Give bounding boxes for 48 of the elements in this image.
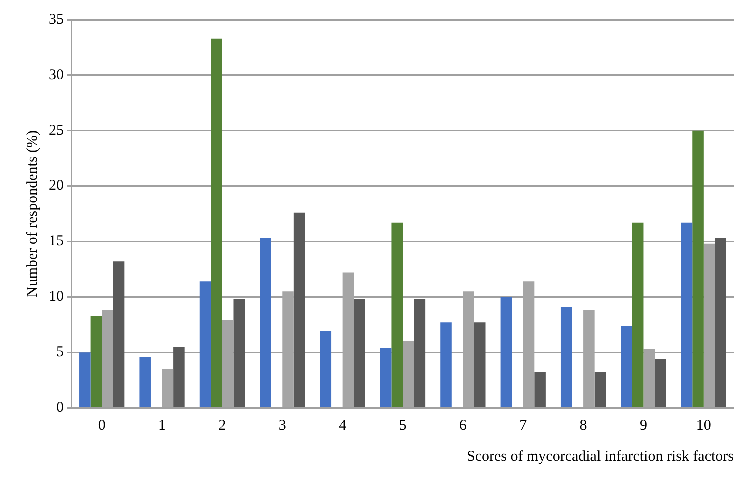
- bar: [692, 130, 704, 408]
- x-tick-label: 1: [158, 418, 166, 434]
- y-axis-title: Number of respondents (%): [24, 130, 41, 298]
- bar: [354, 299, 366, 408]
- x-axis-title: Scores of mycorcadial infarction risk factors: [467, 448, 734, 465]
- x-tick-label: 8: [580, 418, 588, 434]
- bar: [260, 238, 272, 408]
- x-tick-label: 3: [278, 418, 286, 434]
- x-tick-label: 2: [218, 418, 226, 434]
- bar: [234, 299, 246, 408]
- bar: [632, 222, 644, 408]
- bar: [534, 372, 546, 408]
- bar: [681, 222, 693, 408]
- y-tick-label: 5: [56, 344, 64, 361]
- bar: [200, 282, 212, 408]
- bar: [90, 316, 102, 408]
- bar: [621, 326, 632, 408]
- y-tick-label: 10: [49, 289, 64, 306]
- y-tick-label: 0: [56, 400, 64, 416]
- bar: [474, 322, 486, 408]
- bar: [294, 212, 306, 408]
- bar: [392, 222, 403, 408]
- bar: [320, 332, 332, 408]
- x-tick-label: 0: [98, 418, 106, 434]
- y-tick-label: 30: [49, 67, 64, 84]
- bar: [414, 299, 426, 408]
- bar: [380, 348, 392, 408]
- x-tick-label: 7: [520, 418, 528, 434]
- bar: [80, 352, 91, 408]
- x-tick-label: 4: [339, 418, 348, 434]
- bar: [140, 357, 151, 408]
- bar: [715, 238, 726, 408]
- x-tick-label: 10: [696, 418, 712, 434]
- bar: [655, 359, 666, 408]
- x-tick-label: 5: [399, 418, 407, 434]
- bar: [440, 322, 452, 408]
- x-tick-label: 9: [640, 418, 648, 434]
- bar: [113, 262, 125, 408]
- y-tick-label: 20: [49, 178, 64, 194]
- bar: [174, 347, 185, 408]
- bar: [560, 307, 572, 408]
- bar: [594, 372, 606, 408]
- x-tick-label: 6: [459, 418, 468, 434]
- y-tick-label: 25: [49, 122, 64, 139]
- y-tick-label: 15: [49, 234, 64, 250]
- bar: [500, 297, 512, 408]
- y-tick-label: 35: [49, 12, 64, 28]
- bar: [211, 38, 222, 408]
